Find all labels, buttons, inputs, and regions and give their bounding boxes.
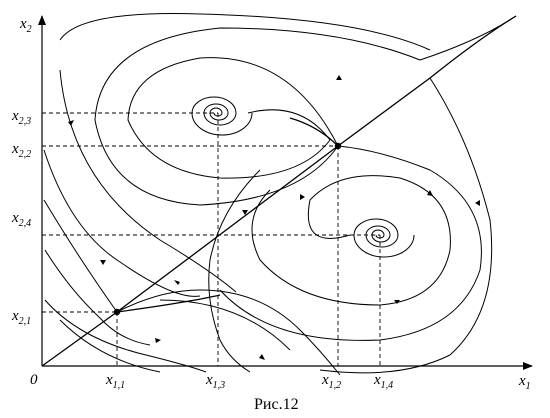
upper-focus-spiral bbox=[59, 13, 517, 206]
y-tick-x23: x2,3 bbox=[11, 108, 31, 127]
separatrices bbox=[41, 15, 517, 367]
left-trajectories bbox=[43, 69, 237, 373]
x-axis-label: x1 bbox=[518, 373, 531, 392]
y-axis-label: x2 bbox=[19, 16, 32, 35]
y-tick-x22: x2,2 bbox=[11, 141, 31, 160]
figure-caption: Рис.12 bbox=[254, 396, 299, 413]
x-tick-x13: x1,3 bbox=[205, 372, 225, 391]
origin-label: 0 bbox=[30, 372, 38, 388]
y-tick-x24: x2,4 bbox=[11, 210, 31, 229]
lower-right-trajectories bbox=[116, 169, 341, 376]
y-tick-x21: x2,1 bbox=[11, 308, 31, 327]
x-tick-x14: x1,4 bbox=[373, 372, 393, 391]
saddle-point bbox=[334, 142, 342, 150]
direction-arrows bbox=[68, 75, 480, 360]
x-tick-x12: x1,2 bbox=[321, 372, 341, 391]
x-tick-x11: x1,1 bbox=[105, 372, 125, 391]
guide-lines bbox=[42, 112, 381, 366]
lower-focus-spiral bbox=[219, 77, 493, 374]
node-point bbox=[113, 308, 121, 316]
